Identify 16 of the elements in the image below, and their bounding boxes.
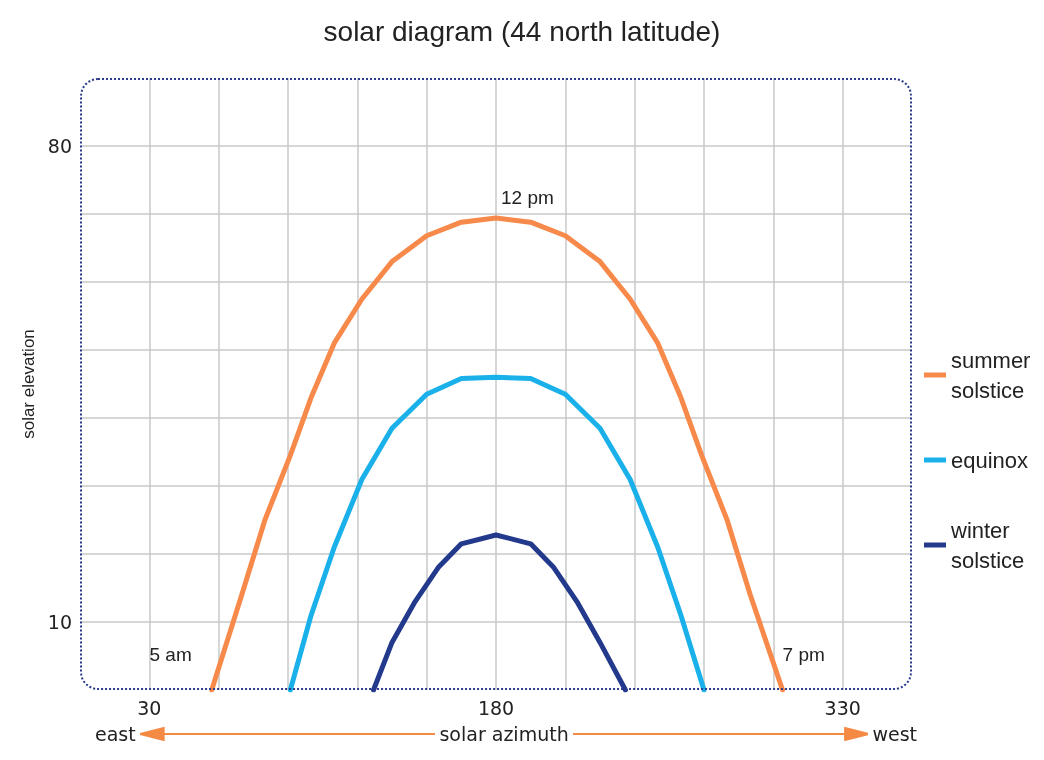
text: east (95, 723, 136, 745)
legend-label: summer solstice (951, 347, 1037, 403)
annotation: 12 pm (501, 187, 554, 209)
annotation: 5 am (149, 644, 192, 665)
x-tick-label: 330 (824, 696, 861, 719)
y-axis-title: solar elevation (18, 329, 38, 439)
x-tick-label: 180 (477, 696, 515, 719)
chart-title: solar diagram (44 north latitude) (323, 15, 721, 47)
y-tick-label: 10 (47, 611, 72, 633)
x-tick-label: 30 (137, 696, 162, 719)
annotation: 7 pm (782, 644, 825, 665)
legend-label: winter solstice (950, 517, 1025, 573)
y-tick-label: 80 (47, 135, 72, 157)
text: west (872, 723, 917, 745)
x-axis-title: solar azimuth (439, 723, 569, 745)
legend-label: equinox (951, 447, 1029, 473)
